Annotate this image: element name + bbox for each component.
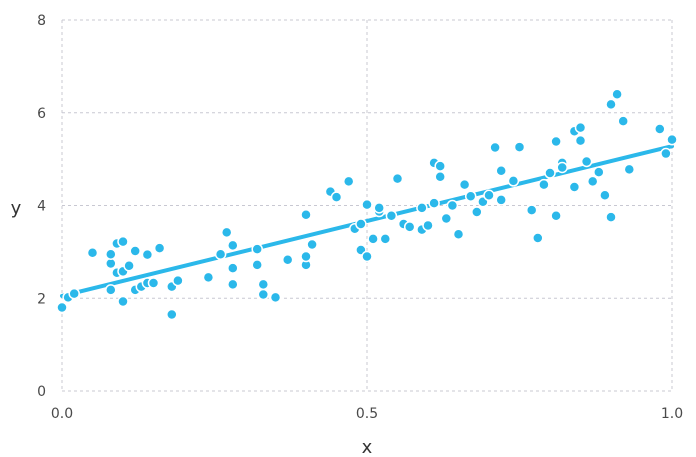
- data-point: [117, 235, 129, 248]
- data-point: [86, 247, 99, 259]
- tick-labels: 0 2 4 6 8 0.0 0.5 1.0: [37, 13, 683, 422]
- data-point: [507, 175, 520, 187]
- fit-line-layer: [60, 144, 674, 298]
- data-point: [330, 191, 343, 203]
- data-point: [495, 164, 507, 177]
- data-point: [593, 166, 605, 178]
- data-point: [611, 88, 623, 100]
- data-point: [483, 189, 495, 202]
- data-point: [654, 123, 666, 135]
- data-point: [532, 232, 544, 244]
- data-point: [440, 212, 453, 225]
- data-point: [568, 181, 581, 193]
- data-point: [586, 175, 599, 188]
- data-point: [489, 141, 501, 154]
- y-tick-label: 6: [37, 106, 46, 122]
- x-tick-label: 1.0: [661, 406, 683, 422]
- y-tick-label: 4: [37, 199, 46, 215]
- x-tick-label: 0.0: [51, 406, 73, 422]
- data-point: [495, 194, 507, 206]
- data-point: [220, 226, 233, 239]
- data-point: [300, 250, 312, 263]
- data-point: [458, 178, 471, 191]
- data-point: [385, 209, 398, 222]
- x-axis-title: x: [362, 437, 373, 457]
- data-point: [660, 147, 672, 160]
- data-point: [428, 197, 440, 209]
- data-point: [153, 242, 166, 254]
- data-point: [172, 274, 184, 287]
- fit-line: [60, 144, 674, 298]
- data-point: [141, 248, 154, 261]
- data-point: [623, 163, 636, 176]
- data-point: [257, 288, 270, 301]
- data-point: [544, 167, 556, 179]
- data-point: [129, 245, 141, 257]
- data-point: [422, 219, 434, 232]
- grid: [61, 19, 673, 392]
- data-point: [580, 155, 593, 168]
- data-point: [471, 206, 483, 218]
- data-point: [617, 115, 629, 127]
- data-point: [361, 250, 373, 263]
- data-point: [574, 134, 587, 147]
- data-point: [403, 221, 416, 233]
- data-point: [56, 301, 68, 314]
- data-point: [166, 308, 178, 321]
- data-point: [300, 209, 312, 221]
- data-point: [556, 161, 568, 174]
- x-tick-label: 0.5: [356, 406, 378, 422]
- data-point: [257, 278, 270, 291]
- data-point: [281, 254, 294, 266]
- data-point: [361, 198, 373, 211]
- y-tick-label: 2: [37, 291, 46, 307]
- data-point: [464, 190, 477, 202]
- data-point: [599, 189, 611, 202]
- data-points: [56, 88, 678, 321]
- data-point: [105, 284, 117, 296]
- data-point: [434, 160, 446, 172]
- data-point: [251, 259, 263, 271]
- data-point: [605, 211, 617, 223]
- data-point: [367, 233, 379, 245]
- data-point: [452, 228, 465, 241]
- y-tick-label: 0: [37, 384, 46, 400]
- data-point: [605, 98, 617, 111]
- data-point: [105, 257, 117, 270]
- data-point: [550, 209, 562, 222]
- data-point: [416, 202, 428, 214]
- data-point: [342, 175, 355, 188]
- data-point: [434, 170, 446, 183]
- data-point: [574, 121, 587, 134]
- data-point: [117, 295, 129, 308]
- y-tick-label: 8: [37, 13, 46, 29]
- data-point: [202, 271, 215, 284]
- data-point: [68, 287, 80, 300]
- data-point: [538, 178, 550, 191]
- data-point: [147, 277, 160, 289]
- data-point: [306, 238, 318, 251]
- data-point: [227, 278, 239, 291]
- data-point: [373, 202, 385, 214]
- data-point: [513, 141, 526, 153]
- data-point: [391, 172, 404, 185]
- data-point: [227, 239, 239, 252]
- data-point: [355, 218, 367, 230]
- data-point: [379, 233, 392, 245]
- data-point: [251, 243, 263, 255]
- data-point: [105, 248, 117, 260]
- data-point: [214, 248, 227, 260]
- data-point: [227, 262, 239, 274]
- data-point: [525, 204, 538, 216]
- data-point: [446, 199, 459, 212]
- y-axis-title: y: [11, 198, 22, 219]
- data-point: [550, 135, 562, 148]
- data-point: [123, 260, 135, 272]
- data-point: [269, 291, 282, 304]
- data-point: [666, 133, 678, 146]
